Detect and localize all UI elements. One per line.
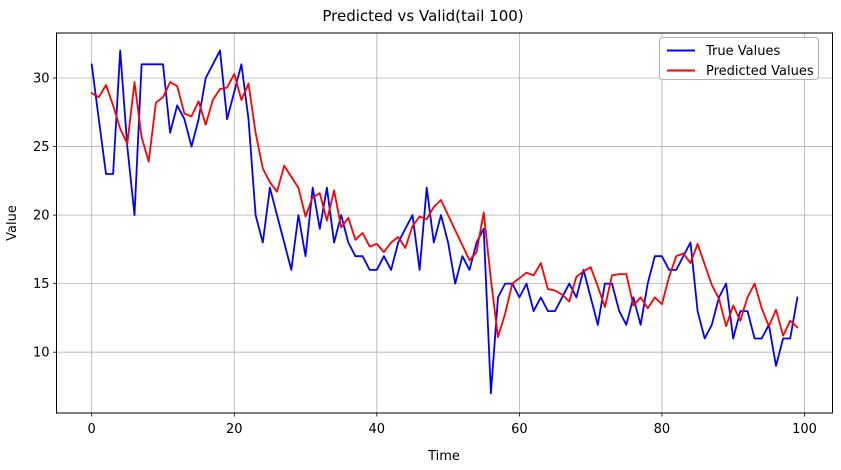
legend-label-true-values: True Values	[705, 44, 780, 59]
series-line-predicted-values	[90, 73, 799, 339]
chart-title: Predicted vs Valid(tail 100)	[0, 7, 841, 25]
y-tick-label-30: 30	[33, 72, 50, 87]
tick-marks	[53, 77, 805, 417]
x-tick-label-40: 40	[369, 422, 386, 437]
x-axis-label: Time	[427, 449, 460, 464]
y-tick-label-15: 15	[33, 277, 50, 292]
x-tick-label-20: 20	[226, 422, 243, 437]
x-tick-label-80: 80	[654, 422, 671, 437]
y-tick-label-20: 20	[33, 209, 50, 224]
legend-label-predicted-values: Predicted Values	[706, 64, 814, 79]
series-line-true-values	[90, 49, 799, 395]
x-tick-label-100: 100	[792, 422, 817, 437]
axes-border	[56, 32, 833, 414]
grid-lines	[56, 33, 833, 413]
legend-frame	[659, 37, 819, 80]
y-tick-label-10: 10	[33, 346, 50, 361]
y-axis-label: Value	[5, 205, 20, 241]
x-tick-labels: 0 20 40 60 80 100	[88, 422, 817, 437]
y-tick-label-25: 25	[33, 140, 50, 155]
x-tick-label-0: 0	[88, 422, 96, 437]
x-tick-label-60: 60	[511, 422, 528, 437]
data-series	[90, 49, 799, 395]
chart-title-text: Predicted vs Valid(tail 100)	[322, 7, 524, 25]
y-tick-labels: 10 15 20 25 30	[33, 72, 50, 361]
legend: True Values Predicted Values	[659, 37, 819, 80]
